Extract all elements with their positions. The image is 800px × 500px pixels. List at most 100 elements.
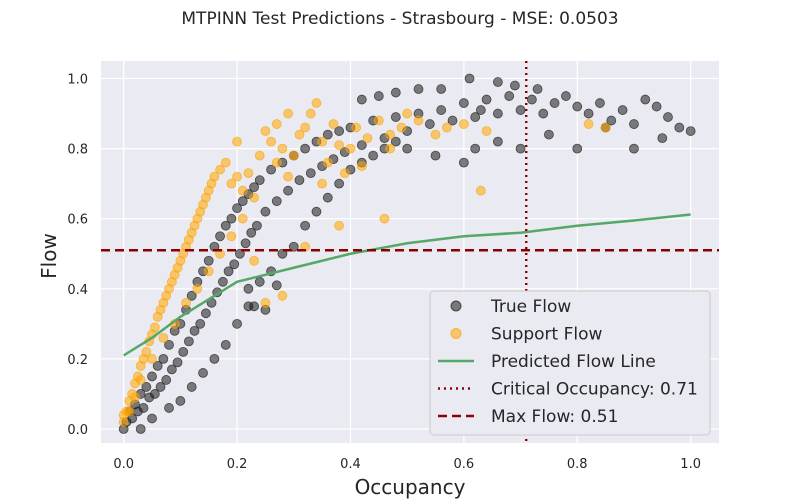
true-flow-point: [640, 94, 651, 105]
true-flow-point: [300, 143, 311, 154]
true-flow-point: [300, 220, 311, 231]
true-flow-point: [470, 143, 481, 154]
support-flow-point: [149, 322, 160, 333]
support-flow-point: [277, 143, 288, 154]
support-flow-point: [328, 119, 339, 129]
support-flow-point: [339, 168, 350, 179]
true-flow-point: [217, 276, 228, 287]
true-flow-point: [288, 241, 299, 252]
true-flow-point: [674, 122, 685, 133]
true-flow-point: [232, 318, 242, 329]
predicted-flow-line: [123, 213, 691, 357]
true-flow-point: [235, 248, 245, 259]
true-flow-point: [561, 91, 571, 101]
true-flow-point: [277, 248, 288, 259]
y-tick-label: 0.2: [67, 353, 88, 368]
support-flow-point: [277, 290, 288, 301]
support-flow-point: [430, 129, 441, 140]
true-flow-point: [271, 280, 282, 291]
support-flow-point: [311, 98, 322, 108]
support-flow-point: [305, 108, 316, 119]
x-tick-label: 0.4: [340, 457, 361, 472]
true-flow-point: [189, 325, 200, 336]
legend-item-critical-occupancy: Critical Occupancy: 0.71: [438, 380, 698, 400]
true-flow-point: [334, 178, 345, 189]
true-flow-point: [390, 112, 401, 122]
support-flow-point: [141, 346, 152, 357]
true-flow-point: [436, 105, 447, 115]
true-flow-point: [526, 94, 537, 105]
true-flow-point: [657, 133, 668, 144]
true-flow-point: [220, 220, 231, 231]
support-flow-point: [373, 115, 384, 126]
true-flow-point: [186, 290, 197, 301]
support-flow-point: [385, 129, 396, 140]
support-flow-point: [226, 178, 237, 189]
true-flow-point: [464, 73, 475, 84]
true-flow-point: [164, 403, 174, 413]
support-flow-point: [215, 164, 225, 175]
true-flow-point: [158, 353, 169, 364]
support-flow-point: [226, 231, 237, 242]
legend-label: True Flow: [490, 297, 571, 317]
true-flow-point: [373, 91, 384, 101]
true-flow-point: [283, 185, 294, 196]
true-flow-point: [430, 150, 441, 161]
legend-item-true-flow: True Flow: [450, 297, 571, 317]
support-flow-point: [356, 161, 367, 172]
true-flow-point: [186, 382, 197, 392]
support-flow-point: [249, 255, 259, 266]
legend-label: Predicted Flow Line: [491, 352, 656, 372]
true-flow-point: [492, 77, 503, 87]
true-flow-point: [135, 424, 146, 434]
true-flow-point: [629, 119, 639, 129]
true-flow-point: [492, 136, 503, 147]
legend-label: Max Flow: 0.51: [491, 407, 618, 427]
support-flow-point: [288, 150, 299, 161]
true-flow-point: [532, 84, 543, 94]
support-flow-point: [583, 119, 594, 129]
support-flow-point: [203, 266, 214, 277]
y-tick-label: 0.4: [67, 283, 88, 298]
legend-item-max-flow: Max Flow: 0.51: [438, 407, 618, 427]
true-flow-point: [240, 238, 251, 249]
true-flow-point: [220, 339, 231, 350]
true-flow-point: [447, 115, 458, 126]
support-flow-point: [135, 375, 146, 385]
true-flow-point: [651, 101, 662, 112]
true-flow-point: [215, 231, 225, 242]
true-flow-point: [572, 101, 583, 112]
true-flow-point: [232, 203, 242, 214]
true-flow-point: [481, 94, 492, 105]
legend-marker: [450, 300, 462, 312]
support-flow-point: [362, 133, 373, 144]
y-tick-label: 1.0: [67, 73, 88, 88]
y-tick-label: 0.8: [67, 143, 88, 158]
support-flow-point: [600, 122, 611, 133]
true-flow-point: [152, 360, 163, 371]
true-flow-point: [436, 84, 447, 94]
true-flow-point: [161, 375, 172, 385]
support-flow-point: [458, 119, 469, 129]
true-flow-point: [172, 357, 183, 368]
true-flow-point: [226, 213, 237, 224]
x-tick-label: 0.0: [113, 457, 134, 472]
true-flow-point: [663, 112, 673, 122]
support-flow-series: [118, 98, 611, 427]
true-flow-point: [141, 382, 152, 392]
true-flow-point: [470, 112, 481, 122]
true-flow-point: [166, 364, 177, 375]
true-flow-point: [617, 105, 628, 115]
y-axis-label: Flow: [37, 233, 61, 279]
true-flow-point: [368, 150, 379, 161]
true-flow-point: [595, 98, 605, 108]
support-flow-point: [232, 171, 242, 182]
true-flow-point: [254, 276, 265, 287]
legend-label: Critical Occupancy: 0.71: [491, 380, 698, 400]
true-flow-point: [249, 301, 259, 312]
support-flow-point: [396, 122, 407, 133]
y-tick-label: 0.0: [67, 423, 88, 438]
support-flow-point: [266, 136, 276, 147]
true-flow-point: [685, 126, 696, 136]
